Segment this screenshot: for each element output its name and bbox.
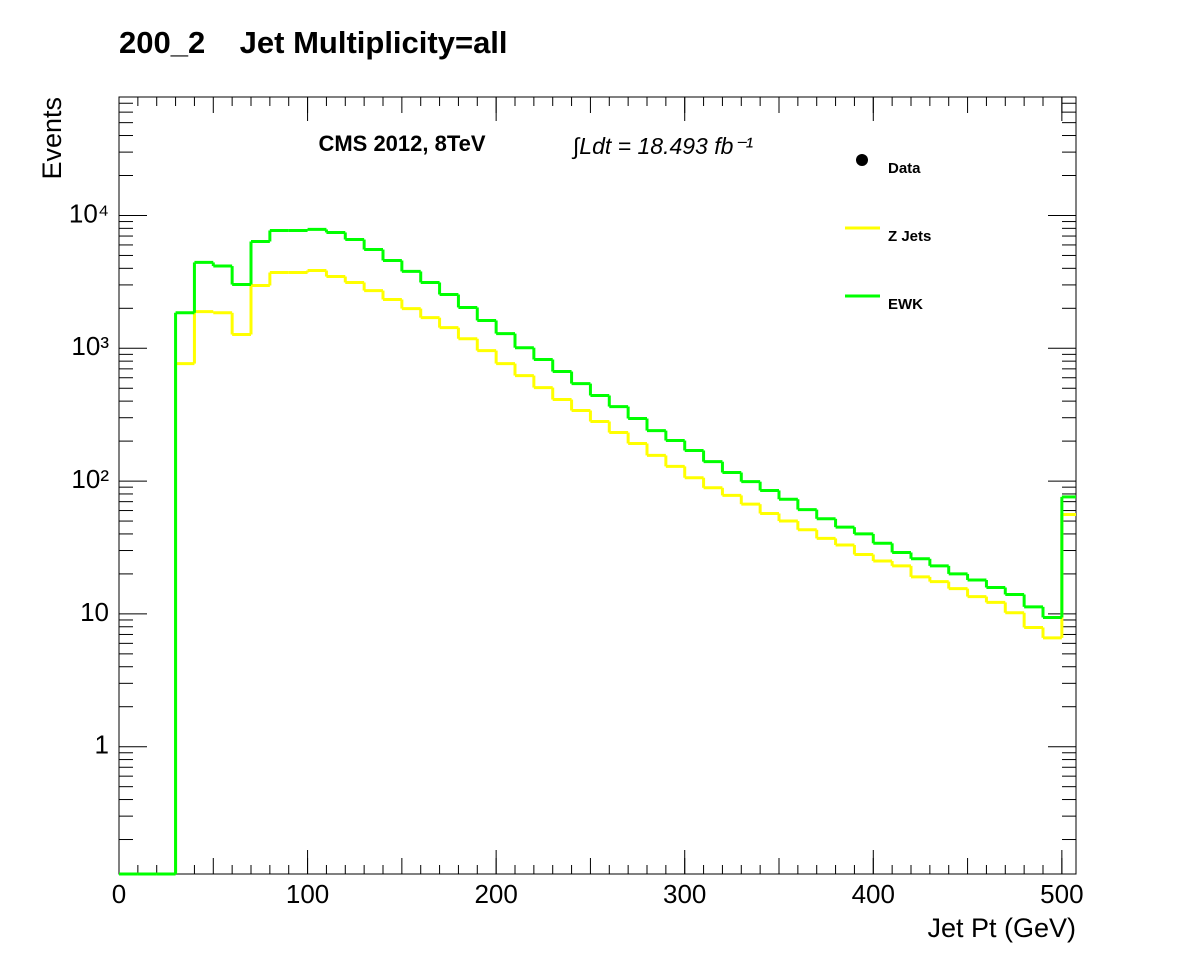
- x-axis-label: Jet Pt (GeV): [927, 913, 1076, 943]
- legend-label: EWK: [888, 296, 923, 313]
- y-tick-label: 10³: [71, 331, 109, 361]
- chart-title: 200_2 Jet Multiplicity=all: [119, 25, 508, 60]
- plot-frame: [118, 96, 1077, 875]
- x-tick-label: 0: [112, 879, 126, 909]
- annotation: CMS 2012, 8TeV: [318, 131, 485, 156]
- legend-label: Z Jets: [888, 228, 931, 245]
- annotation: ∫Ldt = 18.493 fb⁻¹: [571, 133, 754, 160]
- y-axis-label: Events: [37, 97, 67, 180]
- legend-marker: [856, 154, 868, 166]
- y-tick-label: 1: [95, 730, 109, 760]
- x-tick-label: 400: [852, 879, 895, 909]
- y-tick-label: 10²: [71, 464, 109, 494]
- y-tick-label: 10: [80, 597, 109, 627]
- x-tick-label: 200: [474, 879, 517, 909]
- y-tick-label: 10⁴: [69, 198, 109, 228]
- legend-label: Data: [888, 160, 921, 177]
- x-tick-label: 100: [286, 879, 329, 909]
- x-tick-label: 300: [663, 879, 706, 909]
- x-tick-label: 500: [1040, 879, 1083, 909]
